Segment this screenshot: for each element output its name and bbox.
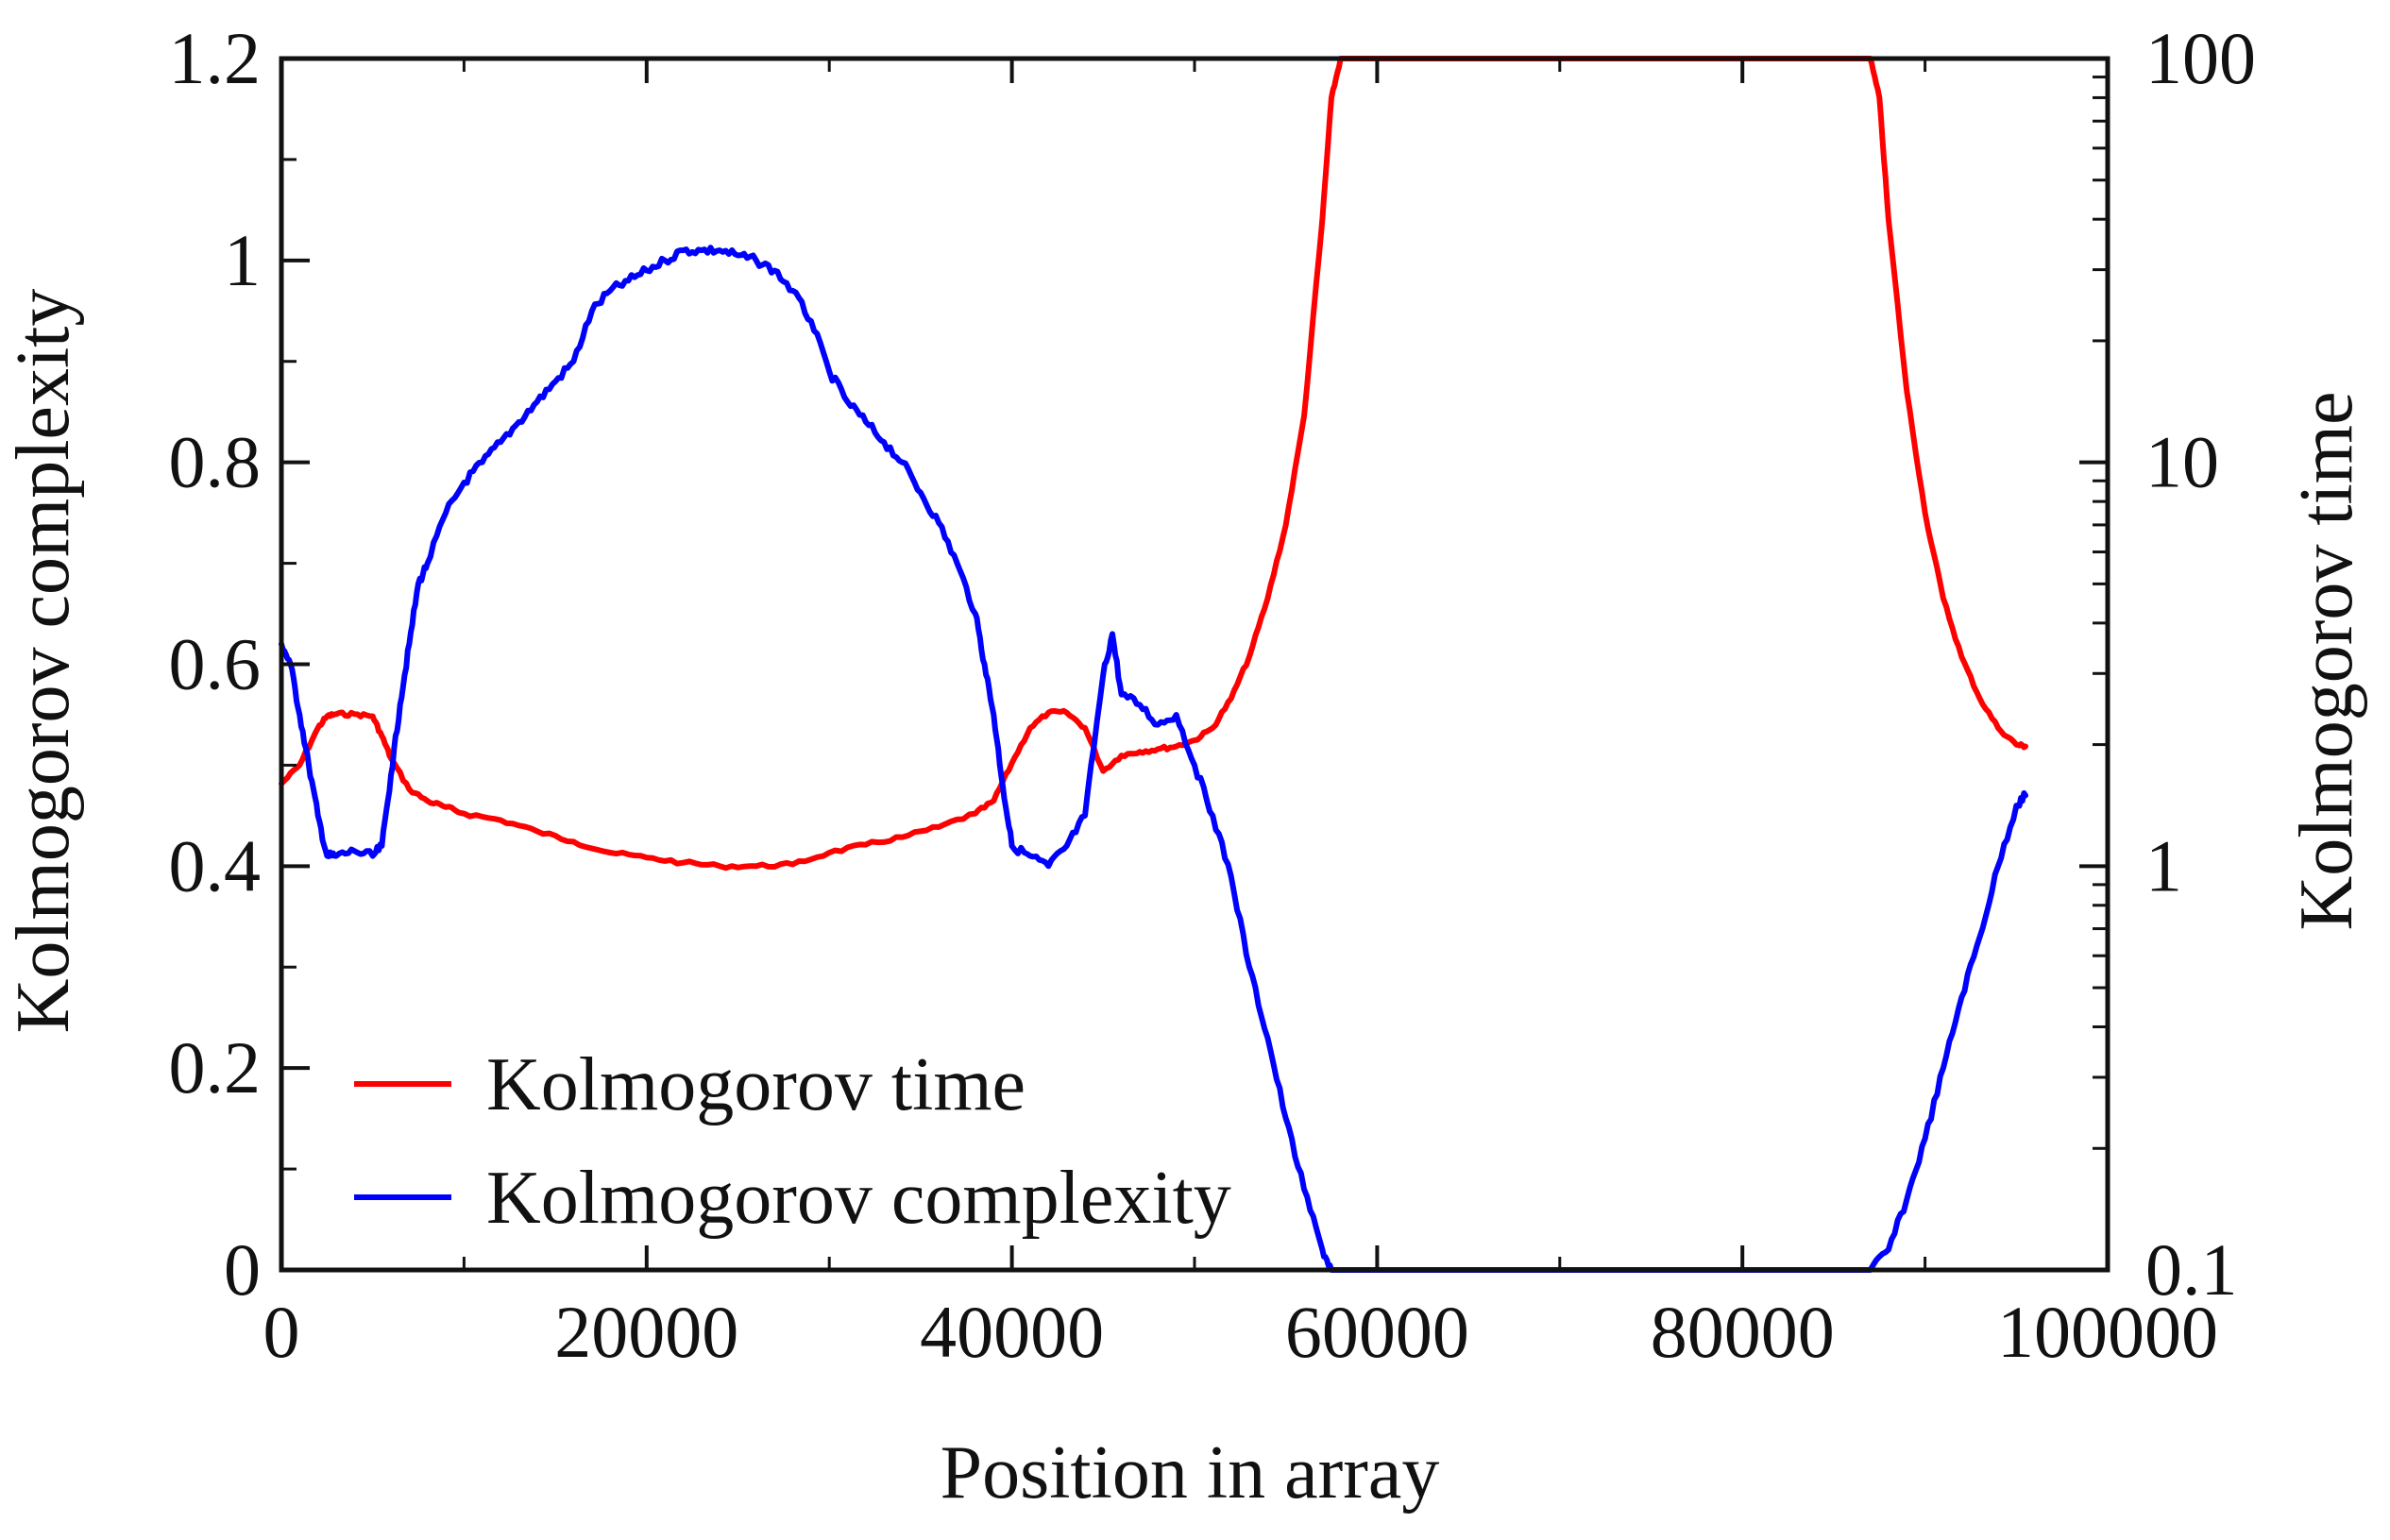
x-tick-label: 100000: [1997, 1291, 2218, 1373]
x-tick-label: 0: [263, 1291, 300, 1373]
x-tick-label: 80000: [1651, 1291, 1835, 1373]
y-left-tick-label: 1: [224, 219, 261, 301]
y-right-axis-title: Kolmogorov time: [2285, 391, 2368, 930]
x-tick-label: 60000: [1285, 1291, 1469, 1373]
y-left-tick-label: 0.8: [169, 421, 262, 503]
y-left-axis-title: Kolmogorov complexity: [2, 289, 85, 1034]
y-right-tick-label: 0.1: [2145, 1228, 2238, 1311]
series-line-kolmogorov-time: [279, 56, 2028, 872]
legend-label-kolmogorov-complexity: Kolmogorov complexity: [486, 1157, 1231, 1240]
y-left-tick-label: 0.6: [169, 623, 262, 705]
y-right-tick-label: 10: [2145, 421, 2219, 503]
y-left-tick-label: 1.2: [169, 17, 262, 99]
legend: Kolmogorov time Kolmogorov complexity: [354, 1043, 1231, 1240]
series-line-kolmogorov-complexity: [279, 245, 2028, 1273]
x-axis-title: Position in array: [941, 1431, 1440, 1515]
x-tick-label: 40000: [920, 1291, 1104, 1373]
legend-label-kolmogorov-time: Kolmogorov time: [486, 1043, 1025, 1126]
ticks-layer: [280, 57, 2110, 1272]
y-left-tick-label: 0.4: [169, 824, 262, 906]
y-left-tick-label: 0: [224, 1228, 261, 1311]
y-left-tick-label: 0.2: [169, 1026, 262, 1108]
x-tick-label: 20000: [554, 1291, 738, 1373]
y-right-tick-label: 1: [2145, 824, 2182, 906]
y-right-tick-label: 100: [2145, 17, 2256, 99]
labels-layer: 0 20000 40000 60000 80000 100000 0 0.2 0.4 0.6 0.8…: [169, 17, 2257, 1373]
